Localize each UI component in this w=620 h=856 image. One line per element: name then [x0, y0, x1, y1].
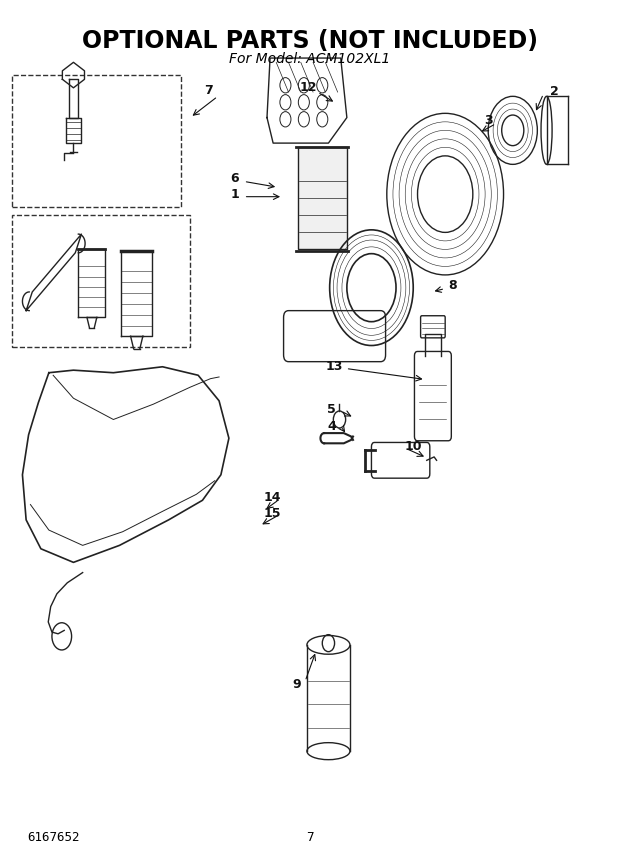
Text: 9: 9 [292, 678, 301, 692]
Text: 15: 15 [263, 507, 281, 520]
Text: 2: 2 [549, 85, 558, 98]
Text: 14: 14 [263, 491, 281, 504]
Text: 10: 10 [404, 440, 422, 453]
Text: 6167652: 6167652 [27, 831, 80, 844]
FancyBboxPatch shape [298, 147, 347, 249]
Text: 5: 5 [327, 403, 336, 416]
Text: 6: 6 [231, 172, 239, 185]
Text: OPTIONAL PARTS (NOT INCLUDED): OPTIONAL PARTS (NOT INCLUDED) [82, 29, 538, 53]
Text: 1: 1 [231, 188, 239, 201]
Text: 7: 7 [204, 84, 213, 97]
Text: 13: 13 [326, 360, 343, 373]
Text: 7: 7 [306, 831, 314, 844]
Text: 8: 8 [448, 279, 457, 293]
Text: 4: 4 [327, 419, 336, 433]
Text: 12: 12 [300, 81, 317, 94]
Text: 3: 3 [484, 114, 492, 127]
Text: For Model: ACM102XL1: For Model: ACM102XL1 [229, 52, 391, 66]
